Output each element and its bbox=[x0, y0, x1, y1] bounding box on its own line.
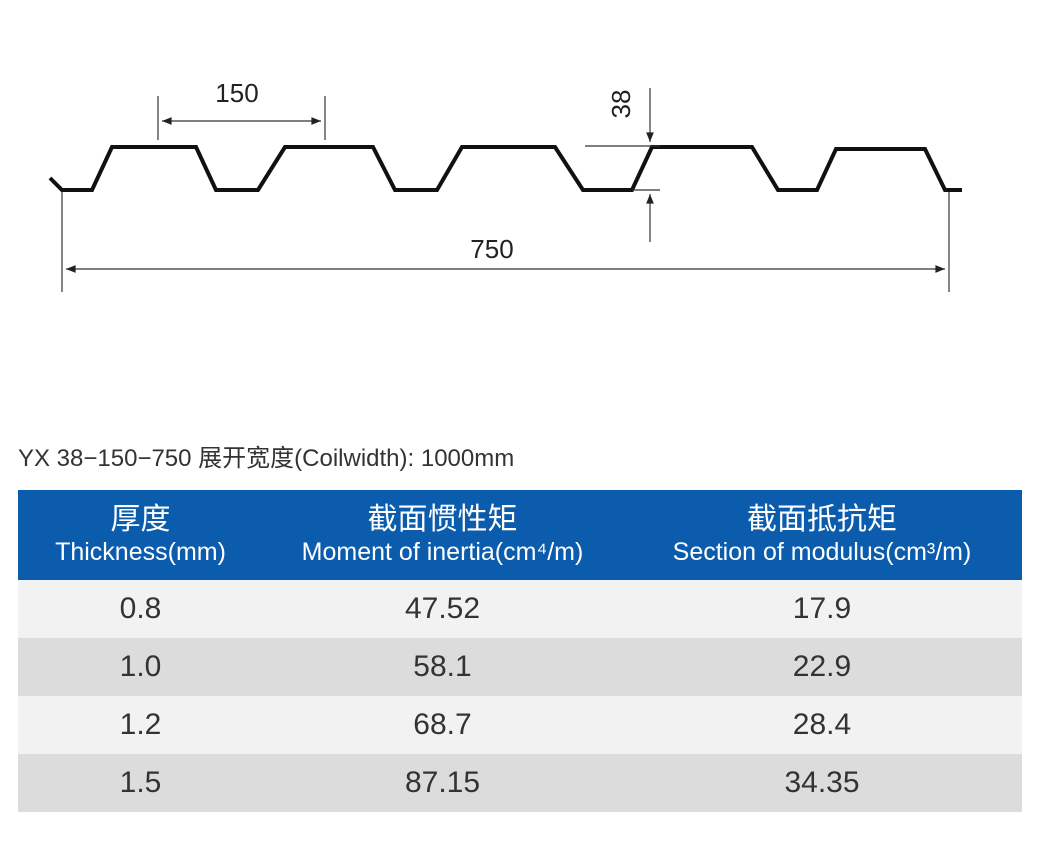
header-zh: 截面惯性矩 bbox=[367, 503, 518, 536]
header-cell: 厚度 Thickness(mm) bbox=[18, 490, 263, 580]
table-cell: 22.9 bbox=[622, 638, 1022, 696]
table-cell: 87.15 bbox=[263, 754, 622, 812]
caption: YX 38−150−750 展开宽度(Coilwidth): 1000mm bbox=[18, 445, 515, 472]
table-cell: 58.1 bbox=[263, 638, 622, 696]
table-row: 0.8 47.52 17.9 bbox=[18, 580, 1022, 638]
pitch-label: 150 bbox=[215, 78, 258, 108]
table-cell: 34.35 bbox=[622, 754, 1022, 812]
width-label: 750 bbox=[470, 234, 513, 264]
profile-line bbox=[48, 145, 962, 192]
table-cell: 68.7 bbox=[263, 696, 622, 754]
header-en: Section of modulus(cm³/m) bbox=[672, 538, 972, 566]
table-cell: 17.9 bbox=[622, 580, 1022, 638]
header-zh: 厚度 bbox=[110, 503, 171, 536]
table-cell: 47.52 bbox=[263, 580, 622, 638]
table-cell: 1.5 bbox=[18, 754, 263, 812]
table-cell: 1.2 bbox=[18, 696, 263, 754]
header-en: Moment of inertia(cm⁴/m) bbox=[301, 538, 584, 566]
height-label: 38 bbox=[606, 90, 636, 119]
table-row: 1.2 68.7 28.4 bbox=[18, 696, 1022, 754]
header-cell: 截面抵抗矩 Section of modulus(cm³/m) bbox=[622, 490, 1022, 580]
table-row: 1.5 87.15 34.35 bbox=[18, 754, 1022, 812]
spec-table: 厚度 Thickness(mm) 截面惯性矩 Moment of inertia(cm… bbox=[18, 490, 1022, 812]
table-cell: 28.4 bbox=[622, 696, 1022, 754]
profile-diagram: 150 38 750 bbox=[48, 78, 962, 292]
header-row: 厚度 Thickness(mm) 截面惯性矩 Moment of inertia(cm… bbox=[18, 490, 1022, 580]
header-en: Thickness(mm) bbox=[55, 538, 226, 566]
table-cell: 0.8 bbox=[18, 580, 263, 638]
table-row: 1.0 58.1 22.9 bbox=[18, 638, 1022, 696]
table-cell: 1.0 bbox=[18, 638, 263, 696]
header-zh: 截面抵抗矩 bbox=[747, 503, 897, 536]
header-cell: 截面惯性矩 Moment of inertia(cm⁴/m) bbox=[263, 490, 622, 580]
